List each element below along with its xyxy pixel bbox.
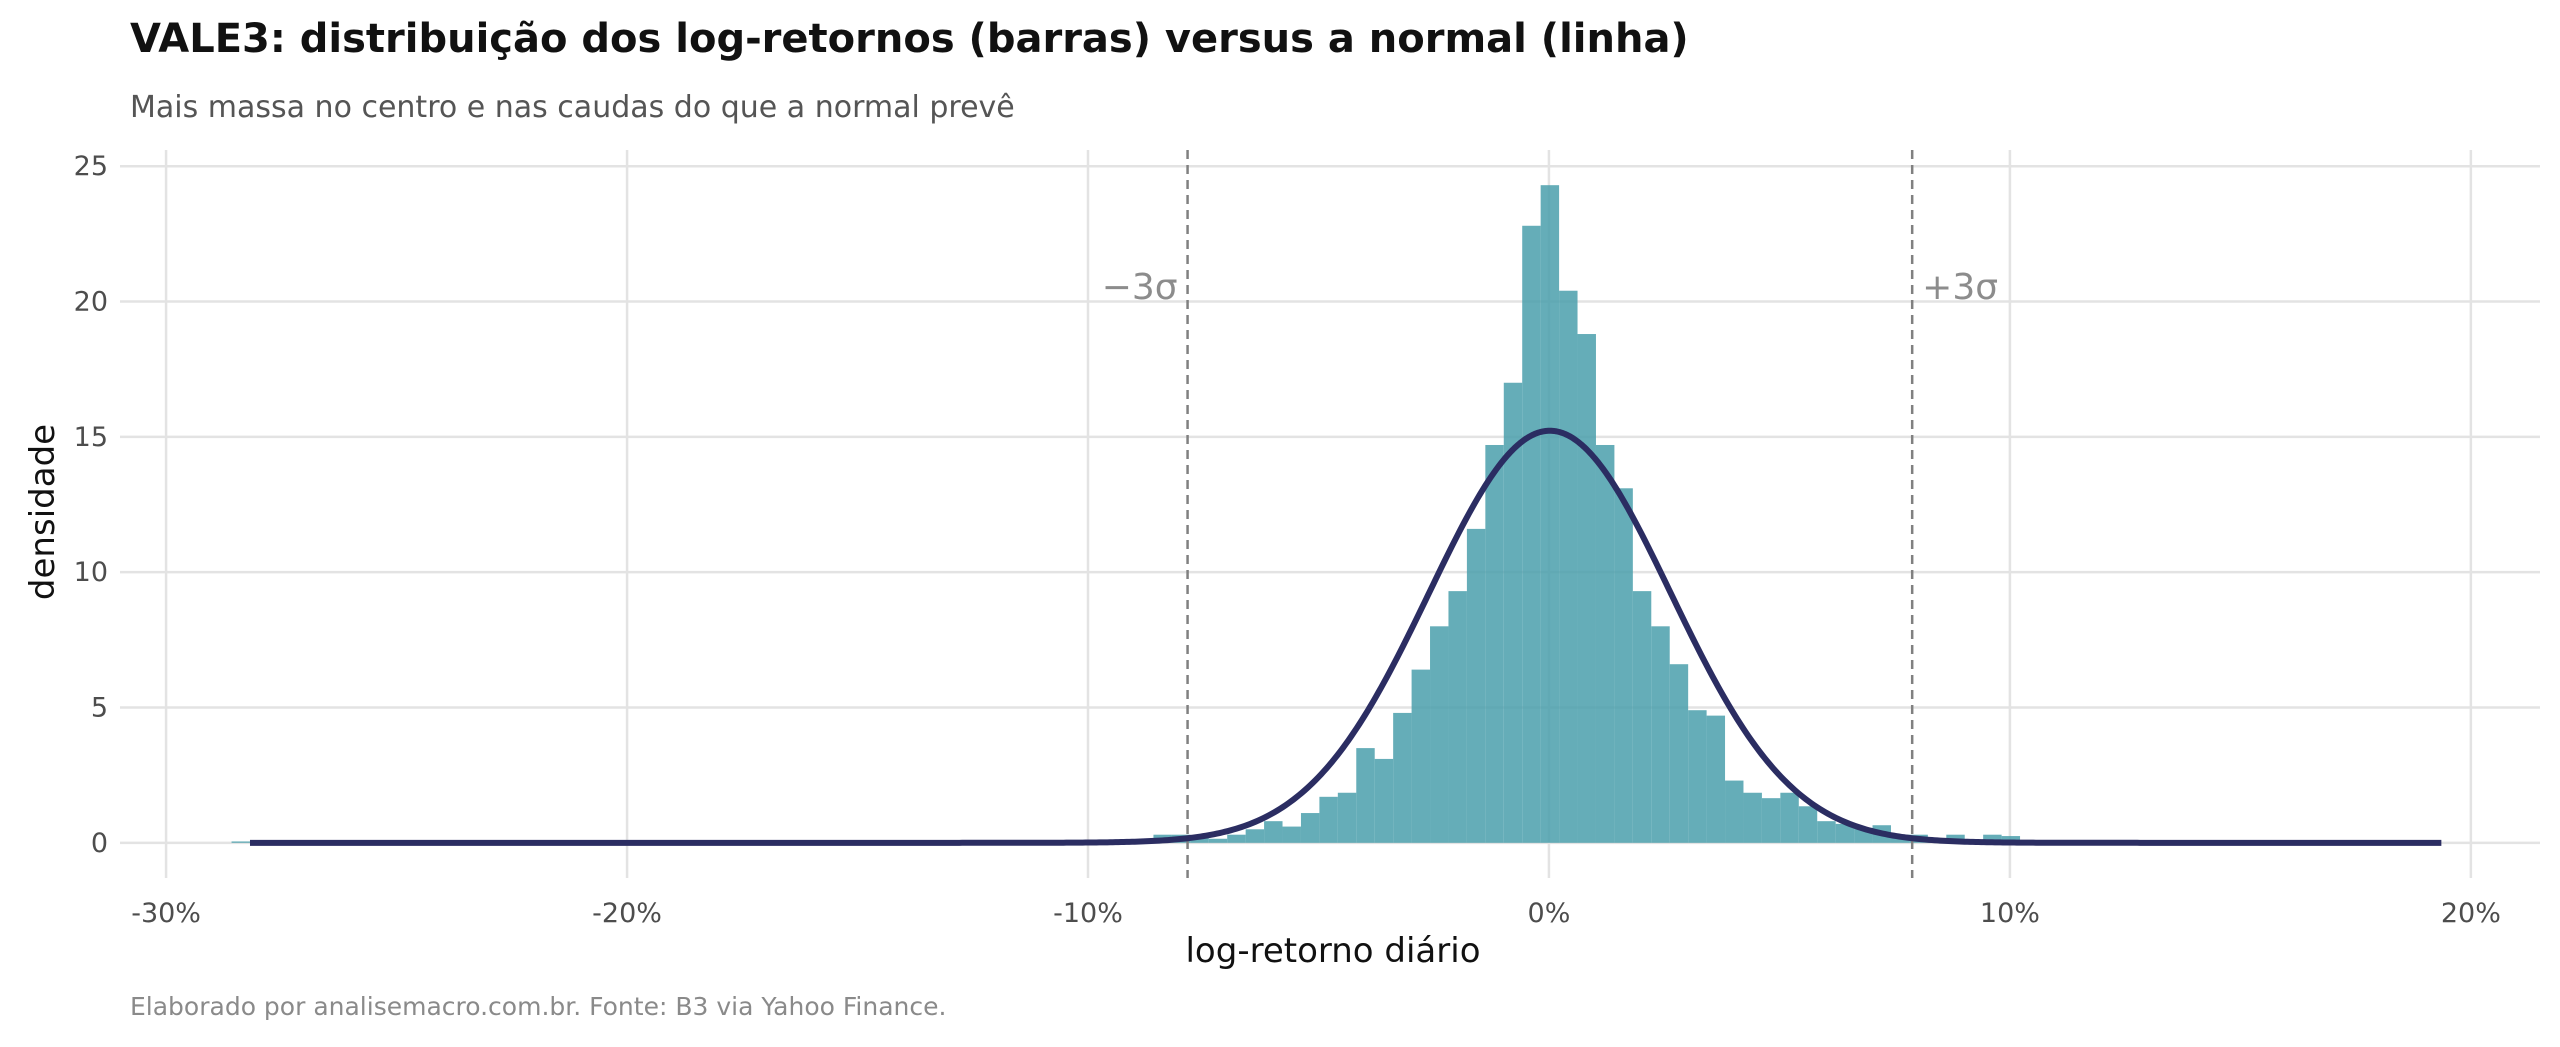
histogram-bar (1245, 829, 1265, 843)
sigma-reference-lines: −3σ +3σ (1102, 150, 1998, 878)
histogram-bar (1798, 806, 1818, 843)
chart-caption: Elaborado por analisemacro.com.br. Fonte… (130, 992, 947, 1021)
histogram-bar (1743, 792, 1762, 843)
x-tick-label: -20% (592, 898, 662, 929)
chart-title: VALE3: distribuição dos log-retornos (ba… (130, 16, 1689, 62)
histogram-bar (1448, 591, 1467, 843)
histogram-bar (1595, 444, 1615, 843)
normal-curve-line (249, 427, 2442, 846)
y-axis-label: densidade (23, 424, 63, 600)
histogram-bar (1651, 626, 1670, 843)
histogram-bar (1503, 382, 1523, 843)
x-tick-label: 10% (1980, 898, 2040, 929)
chart-subtitle: Mais massa no centro e nas caudas do que… (130, 90, 1015, 125)
x-tick-label: 20% (2441, 898, 2501, 929)
histogram-bar (1337, 792, 1357, 843)
histogram-bar (1577, 334, 1596, 843)
histogram-bar (1466, 528, 1486, 843)
y-tick-label: 10 (74, 557, 108, 588)
x-tick-label: 0% (1528, 898, 1571, 929)
histogram-bar (1669, 664, 1689, 843)
histogram-bars (231, 185, 2039, 843)
x-axis-label: log-retorno diário (1185, 931, 1480, 971)
histogram-bar (1632, 591, 1652, 843)
histogram-bar (1430, 626, 1449, 843)
histogram-bar (1208, 838, 1228, 843)
histogram-bar (1983, 834, 2002, 843)
x-tick-label: -10% (1053, 898, 1123, 929)
x-tick-label: -30% (131, 898, 201, 929)
y-tick-label: 0 (91, 828, 108, 859)
histogram-bar (1319, 796, 1338, 843)
histogram-bar (1761, 798, 1781, 843)
histogram-bar (1300, 813, 1320, 843)
reference-label: +3σ (1922, 267, 1998, 308)
y-tick-label: 25 (74, 151, 108, 182)
histogram-bar (1393, 712, 1412, 843)
axis-ticks: -30% -20% -10% 0% 10% 20% 0 5 10 15 20 25 (74, 151, 2501, 929)
histogram-bar (1835, 823, 1855, 843)
histogram-bar (1522, 225, 1541, 843)
reference-label: −3σ (1102, 267, 1178, 308)
histogram-bar (1227, 834, 1246, 843)
histogram-bar (2001, 836, 2021, 843)
y-tick-label: 15 (74, 422, 108, 453)
histogram-bar (1540, 185, 1560, 843)
histogram-bar (1374, 758, 1394, 843)
histogram-bar (231, 841, 250, 843)
histogram-bar (1282, 826, 1301, 843)
histogram-bar (1817, 821, 1836, 843)
y-tick-label: 20 (74, 287, 108, 318)
histogram-bar (1264, 821, 1283, 843)
histogram-bar (1485, 444, 1504, 843)
histogram-bar (1725, 780, 1744, 843)
histogram-bar (1614, 488, 1633, 843)
histogram-bar (1356, 748, 1375, 843)
histogram-bar (1688, 710, 1707, 843)
histogram-bar (1780, 792, 1799, 843)
y-tick-label: 5 (91, 693, 108, 724)
histogram-bar (1706, 715, 1726, 843)
histogram-bar (1411, 669, 1431, 843)
histogram-bar (1559, 290, 1578, 843)
